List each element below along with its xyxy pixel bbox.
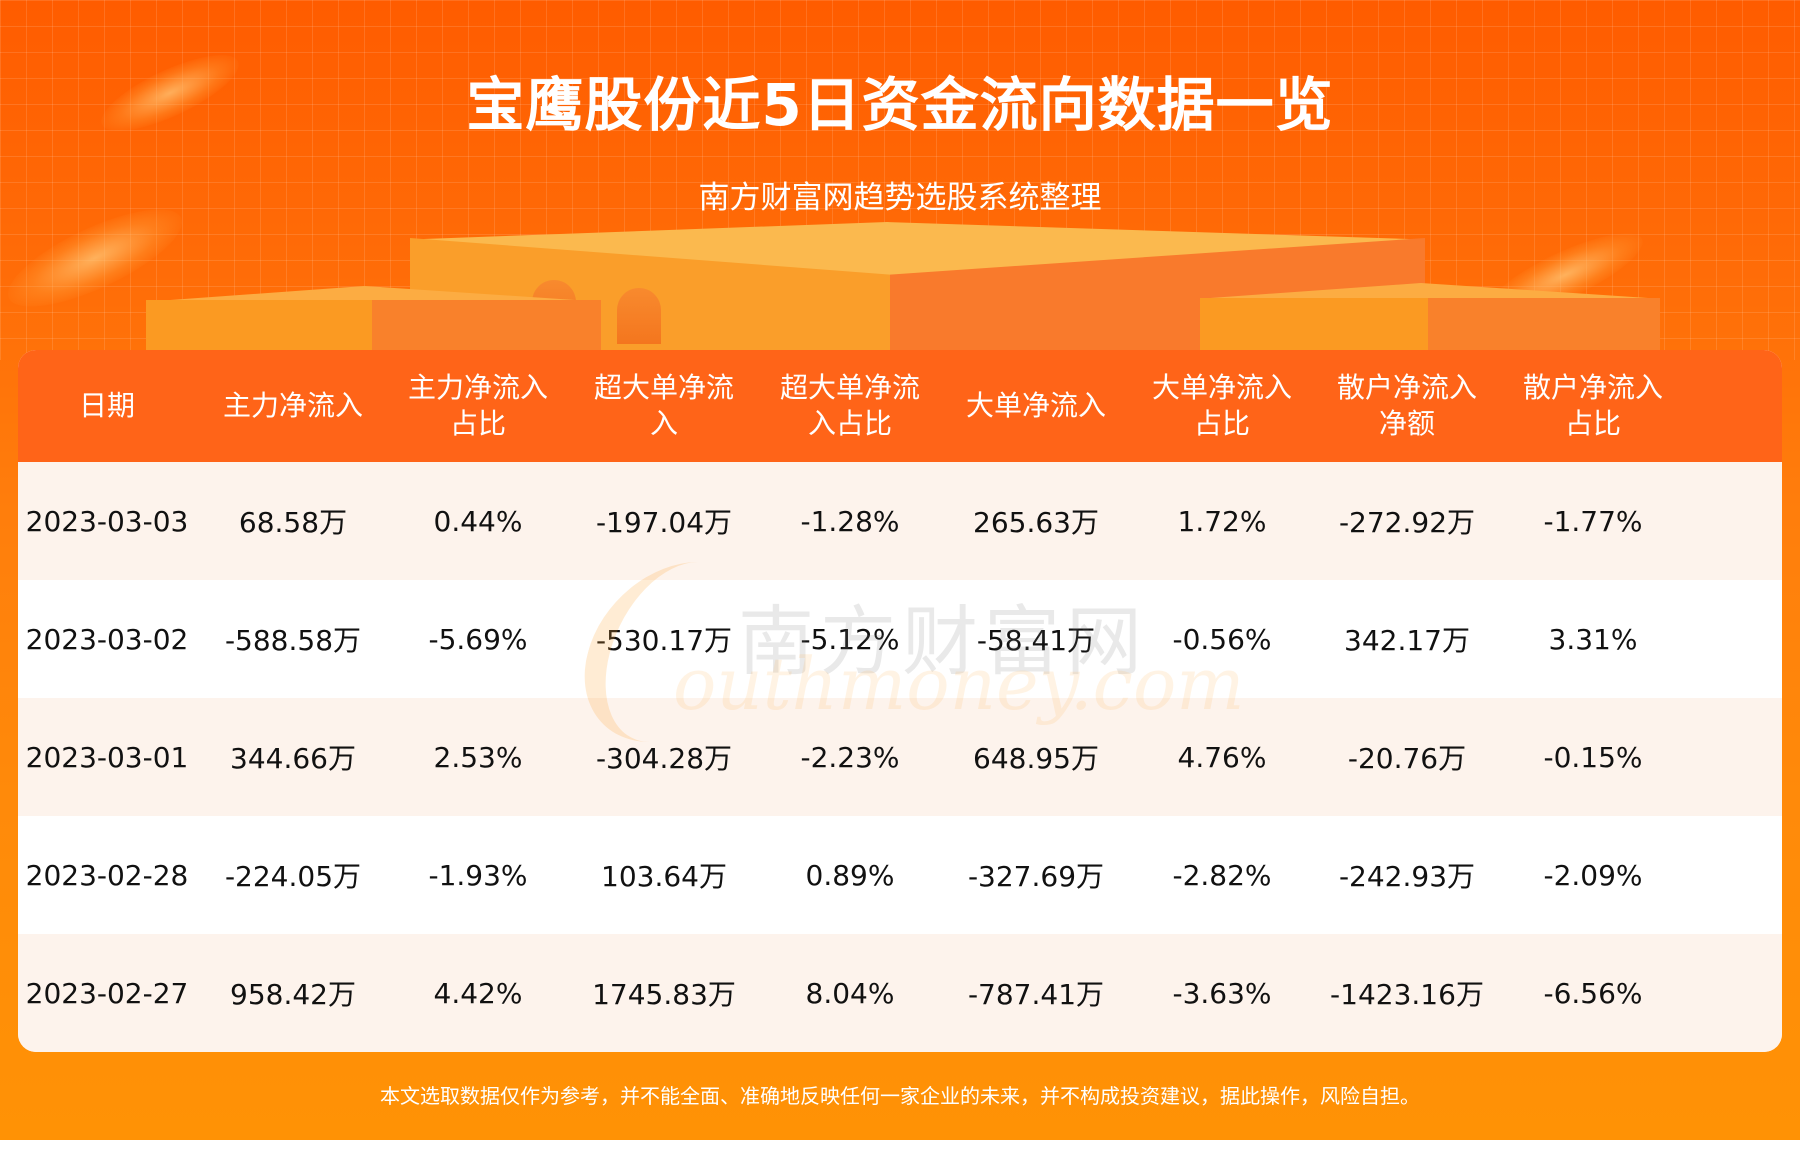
table-row: 2023-03-02 -588.58万 -5.69% -530.17万 -5.1… — [18, 580, 1782, 698]
page-title: 宝鹰股份近5日资金流向数据一览 — [466, 71, 1334, 139]
cell-large-net-inflow: 648.95万 — [973, 742, 1099, 775]
cell-date: 2023-03-01 — [25, 740, 189, 774]
table-row: 2023-03-03 68.58万 0.44% -197.04万 -1.28% … — [18, 462, 1782, 580]
column-header-label: 主力净流入 — [222, 389, 363, 422]
column-header-main-net-inflow-ratio: 主力净流入 占比 — [392, 350, 564, 462]
cell-date: 2023-02-27 — [25, 976, 189, 1010]
cell-retail-net-inflow-ratio: 3.31% — [1548, 622, 1638, 656]
column-header-label: 超大单净流 入 — [593, 371, 734, 440]
cell-main-net-inflow-ratio: 0.44% — [433, 504, 523, 538]
cell-main-net-inflow: 344.66万 — [230, 742, 356, 775]
cell-retail-net-inflow-ratio: -0.15% — [1543, 740, 1643, 774]
column-header-super-large-net-inflow: 超大单净流 入 — [578, 350, 750, 462]
table-row: 2023-03-01 344.66万 2.53% -304.28万 -2.23%… — [18, 698, 1782, 816]
cell-retail-net-inflow-amount: -242.93万 — [1338, 860, 1476, 893]
arch-decoration — [617, 288, 661, 344]
cell-date: 2023-03-03 — [25, 504, 189, 538]
cell-super-large-net-inflow: -530.17万 — [595, 624, 733, 657]
cell-large-net-inflow: -327.69万 — [967, 860, 1105, 893]
column-header-retail-net-inflow-amount: 散户净流入 净额 — [1321, 350, 1493, 462]
cell-super-large-net-inflow-ratio: 8.04% — [805, 976, 895, 1010]
cell-retail-net-inflow-amount: -1423.16万 — [1330, 978, 1484, 1011]
cell-retail-net-inflow-ratio: -6.56% — [1543, 976, 1643, 1010]
cell-main-net-inflow-ratio: -5.69% — [428, 622, 528, 656]
cell-super-large-net-inflow: 1745.83万 — [592, 978, 736, 1011]
cell-main-net-inflow: -224.05万 — [224, 860, 362, 893]
cell-super-large-net-inflow: -197.04万 — [595, 506, 733, 539]
cell-retail-net-inflow-ratio: -1.77% — [1543, 504, 1643, 538]
cell-date: 2023-03-02 — [25, 622, 189, 656]
cell-super-large-net-inflow-ratio: -2.23% — [800, 740, 900, 774]
cell-super-large-net-inflow: 103.64万 — [601, 860, 727, 893]
cell-main-net-inflow: -588.58万 — [224, 624, 362, 657]
cell-large-net-inflow-ratio: 4.76% — [1177, 740, 1267, 774]
disclaimer-text: 本文选取数据仅作为参考，并不能全面、准确地反映任何一家企业的未来，并不构成投资建… — [380, 1084, 1420, 1108]
cell-retail-net-inflow-amount: 342.17万 — [1344, 624, 1470, 657]
table-row: 2023-02-27 958.42万 4.42% 1745.83万 8.04% … — [18, 934, 1782, 1052]
cell-main-net-inflow: 68.58万 — [238, 506, 348, 539]
cell-retail-net-inflow-amount: -272.92万 — [1338, 506, 1476, 539]
cell-large-net-inflow-ratio: -3.63% — [1172, 976, 1272, 1010]
column-header-label: 大单净流入 占比 — [1151, 371, 1292, 440]
column-header-label: 日期 — [78, 389, 135, 422]
cell-super-large-net-inflow: -304.28万 — [595, 742, 733, 775]
cell-retail-net-inflow-amount: -20.76万 — [1347, 742, 1467, 775]
cell-super-large-net-inflow-ratio: 0.89% — [805, 858, 895, 892]
cell-large-net-inflow-ratio: -0.56% — [1172, 622, 1272, 656]
column-header-super-large-net-inflow-ratio: 超大单净流 入占比 — [764, 350, 936, 462]
column-header-label: 散户净流入 占比 — [1522, 371, 1663, 440]
cell-date: 2023-02-28 — [25, 858, 189, 892]
cell-large-net-inflow-ratio: -2.82% — [1172, 858, 1272, 892]
cell-retail-net-inflow-ratio: -2.09% — [1543, 858, 1643, 892]
cell-main-net-inflow: 958.42万 — [230, 978, 356, 1011]
podium-right-face — [1428, 298, 1660, 360]
cell-large-net-inflow: -58.41万 — [976, 624, 1096, 657]
cell-main-net-inflow-ratio: -1.93% — [428, 858, 528, 892]
column-header-retail-net-inflow-ratio: 散户净流入 占比 — [1507, 350, 1679, 462]
cell-super-large-net-inflow-ratio: -5.12% — [800, 622, 900, 656]
cell-main-net-inflow-ratio: 2.53% — [433, 740, 523, 774]
fund-flow-table: 日期 主力净流入 主力净流入 占比 超大单净流 入 超大单净流 入占比 大单净流… — [18, 350, 1782, 1052]
cell-large-net-inflow-ratio: 1.72% — [1177, 504, 1267, 538]
podium-left-face — [1200, 298, 1428, 360]
column-header-label: 大单净流入 — [965, 389, 1106, 422]
cell-main-net-inflow-ratio: 4.42% — [433, 976, 523, 1010]
column-header-label: 超大单净流 入占比 — [779, 371, 920, 440]
page-subtitle: 南方财富网趋势选股系统整理 — [698, 180, 1102, 216]
cell-large-net-inflow: 265.63万 — [973, 506, 1099, 539]
cell-large-net-inflow: -787.41万 — [967, 978, 1105, 1011]
column-header-large-net-inflow: 大单净流入 — [950, 350, 1122, 462]
column-header-label: 散户净流入 净额 — [1336, 371, 1477, 440]
table-row: 2023-02-28 -224.05万 -1.93% 103.64万 0.89%… — [18, 816, 1782, 934]
column-header-main-net-inflow: 主力净流入 — [207, 350, 379, 462]
column-header-label: 主力净流入 占比 — [407, 371, 548, 440]
cell-super-large-net-inflow-ratio: -1.28% — [800, 504, 900, 538]
table-header: 日期 主力净流入 主力净流入 占比 超大单净流 入 超大单净流 入占比 大单净流… — [18, 350, 1782, 462]
column-header-large-net-inflow-ratio: 大单净流入 占比 — [1136, 350, 1308, 462]
column-header-date: 日期 — [21, 350, 193, 462]
